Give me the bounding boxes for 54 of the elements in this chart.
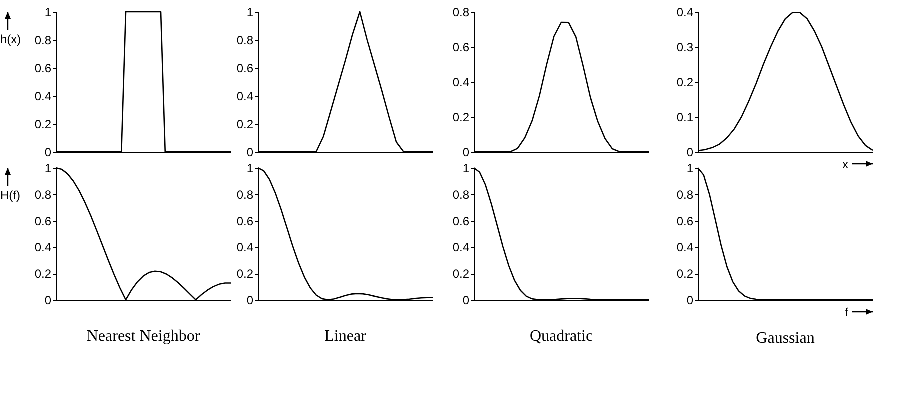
y-tick-label: 0.4 [676, 6, 694, 20]
y-tick-label: 0.4 [452, 76, 470, 90]
y-tick-label: 1 [44, 162, 52, 176]
y-axis-title: h(x) [0, 32, 22, 46]
y-tick-label: 0.2 [452, 110, 470, 124]
y-tick-label: 0 [44, 294, 52, 308]
y-tick-label: 0.2 [236, 118, 254, 132]
y-tick-label: 0 [686, 294, 694, 308]
text: Quadratic [530, 328, 594, 345]
text: Gaussian [756, 330, 815, 347]
y-tick-label: 0 [246, 294, 254, 308]
y-tick-label: 0 [44, 146, 52, 160]
y-tick-label: 0.8 [34, 188, 52, 202]
y-tick-label: 0.8 [34, 34, 52, 48]
y-tick-label: 1 [462, 162, 470, 176]
y-tick-label: 0.6 [34, 214, 52, 228]
y-tick-label: 0.4 [236, 90, 254, 104]
y-tick-label: 0.6 [236, 62, 254, 76]
y-tick-label: 1 [686, 162, 694, 176]
y-tick-label: 0.2 [34, 118, 52, 132]
text: Nearest Neighbor [86, 328, 201, 345]
y-tick-label: 1 [246, 162, 254, 176]
y-tick-label: 0.1 [676, 110, 694, 124]
y-tick-label: 0.4 [34, 240, 52, 255]
y-axis-title: H(f) [0, 188, 20, 202]
y-tick-label: 0.3 [676, 40, 694, 54]
y-tick-label: 0.8 [452, 188, 470, 202]
y-tick-label: 0.2 [676, 267, 694, 282]
y-tick-label: 0.4 [236, 240, 254, 255]
y-tick-label: 1 [246, 6, 254, 20]
y-tick-label: 0.6 [236, 214, 254, 228]
y-tick-label: 0.2 [676, 76, 694, 90]
y-tick-label: 0.6 [676, 214, 694, 228]
y-tick-label: 0 [462, 146, 470, 160]
text: Linear [324, 328, 368, 345]
y-tick-label: 0 [462, 294, 470, 308]
y-tick-label: 0.8 [236, 34, 254, 48]
y-tick-label: 0.6 [452, 214, 470, 228]
y-tick-label: 0.4 [452, 240, 470, 255]
x-axis-title: x [842, 158, 848, 172]
y-tick-label: 0.4 [676, 240, 694, 255]
y-tick-label: 0.6 [34, 62, 52, 76]
y-tick-label: 0 [246, 146, 254, 160]
y-tick-label: 0.6 [452, 40, 470, 54]
y-tick-label: 0 [686, 146, 694, 160]
y-tick-label: 0.2 [34, 267, 52, 282]
y-tick-label: 0.2 [236, 267, 254, 282]
y-tick-label: 0.8 [236, 188, 254, 202]
x-axis-title: f [845, 306, 850, 320]
y-tick-label: 0.2 [452, 267, 470, 282]
y-tick-label: 0.4 [34, 90, 52, 104]
y-tick-label: 0.8 [676, 188, 694, 202]
y-tick-label: 1 [44, 6, 52, 20]
y-tick-label: 0.8 [452, 6, 470, 20]
